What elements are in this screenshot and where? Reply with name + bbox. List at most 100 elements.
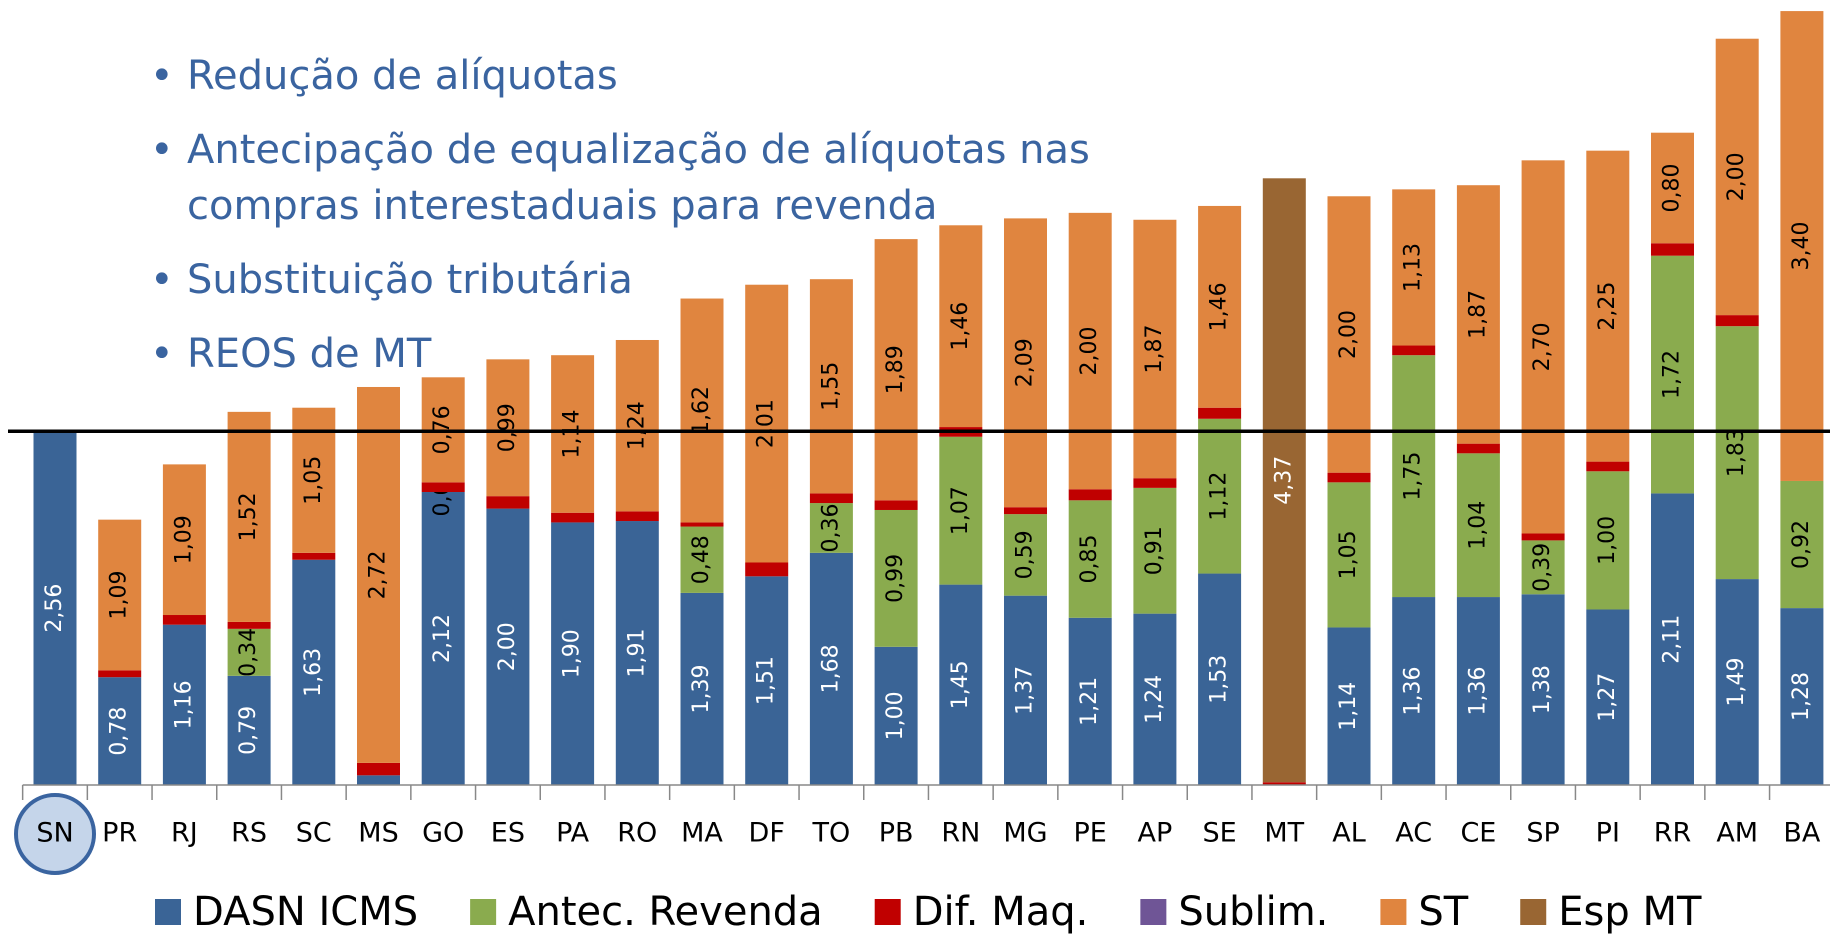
data-label: 0,79 [236, 706, 261, 755]
bar-segment [1651, 243, 1694, 256]
bar-segment [1327, 627, 1371, 785]
bar-segment [98, 677, 142, 785]
data-label: 1,36 [1401, 667, 1426, 716]
bar-segment [1004, 507, 1047, 515]
data-label: 1,51 [754, 656, 779, 705]
legend-label: Esp MT [1558, 889, 1702, 935]
bar-segment [1456, 185, 1500, 444]
data-label: 0,91 [1142, 526, 1167, 575]
legend-label: ST [1418, 889, 1468, 935]
bar-segment [1327, 196, 1371, 473]
bar-segment [486, 508, 530, 785]
bar-segment [1715, 579, 1759, 785]
x-tick-label: PR [102, 818, 137, 849]
data-label: 1,24 [1142, 675, 1167, 724]
bar-segment [745, 576, 789, 785]
data-label: 1,14 [560, 409, 585, 458]
data-label: 1,49 [1724, 658, 1749, 707]
x-tick-label: MT [1264, 818, 1304, 849]
data-label: 0,85 [1077, 535, 1102, 584]
bar-segment [1198, 573, 1242, 785]
bar-segment [1586, 609, 1630, 785]
bar-segment [680, 526, 724, 593]
data-label: 1,12 [1207, 472, 1232, 521]
data-label: 2,70 [1530, 322, 1555, 371]
bullet: Redução de alíquotas [150, 48, 1250, 104]
bar-segment [939, 584, 983, 785]
data-label: 2,12 [430, 614, 455, 663]
legend-label: Dif. Maq. [913, 889, 1089, 935]
legend-swatch [1140, 899, 1167, 925]
x-tick-label: TO [812, 818, 851, 849]
x-tick-label: RS [231, 818, 267, 849]
x-tick-label: AP [1138, 818, 1173, 849]
bar-segment [1068, 489, 1112, 501]
bar-segment [1198, 407, 1242, 419]
bar-segment [1392, 345, 1436, 356]
x-tick-label: AC [1395, 818, 1432, 849]
bar-segment [1456, 443, 1500, 454]
data-label: 2,01 [754, 399, 779, 448]
data-label: 0,34 [236, 628, 261, 677]
bar-segment [227, 675, 271, 785]
data-label: 1,75 [1401, 452, 1426, 501]
data-label: 1,72 [1660, 350, 1685, 399]
data-label: 1,39 [689, 664, 714, 713]
data-label: 0,59 [1013, 530, 1038, 579]
x-tick-label: SN [36, 818, 73, 849]
data-label: 0,80 [1660, 163, 1685, 212]
data-label: 0,36 [818, 503, 843, 552]
data-label: 1,16 [171, 680, 196, 729]
data-label: 1,00 [883, 691, 908, 740]
bar-segment [615, 511, 659, 522]
x-tick-label: AL [1332, 818, 1366, 849]
bar-segment [809, 552, 853, 785]
x-tick-label: AM [1716, 818, 1758, 849]
bar-segment [874, 646, 918, 785]
data-label: 1,90 [560, 629, 585, 678]
bar-segment [486, 496, 530, 509]
bar-segment [939, 436, 983, 585]
legend-swatch [470, 899, 497, 925]
bar-segment [1780, 11, 1824, 481]
x-tick-label: ES [491, 818, 525, 849]
x-tick-label: SP [1526, 818, 1559, 849]
data-label: 1,09 [107, 570, 132, 619]
x-tick-label: PA [556, 818, 590, 849]
bar-segment [809, 493, 853, 504]
bar-segment [1586, 461, 1630, 472]
data-label: 2,11 [1660, 615, 1685, 664]
bar-segment [1780, 608, 1824, 785]
bar-segment [874, 500, 918, 510]
bar-segment [1392, 355, 1436, 598]
x-tick-label: PE [1074, 818, 1107, 849]
bar-segment [1392, 597, 1436, 785]
legend-label: Sublim. [1178, 889, 1328, 935]
bar-segment [162, 624, 206, 785]
x-tick-label: MG [1003, 818, 1047, 849]
bar-segment [1521, 533, 1565, 541]
data-label: 1,52 [236, 492, 261, 541]
data-label: 1,05 [1336, 530, 1361, 579]
bar-segment [1780, 480, 1824, 609]
x-tick-label: RJ [171, 818, 198, 849]
data-label: 1,27 [1595, 673, 1620, 722]
x-tick-label: PI [1596, 818, 1620, 849]
legend-label: DASN ICMS [193, 889, 418, 935]
bar-segment [1327, 472, 1371, 483]
bar-segment [745, 562, 789, 577]
bar-segment [162, 615, 206, 625]
data-label: 0,99 [495, 403, 520, 452]
x-tick-label: SC [296, 818, 332, 849]
bullet: Antecipação de equalização de alíquotas … [150, 122, 1250, 234]
x-tick-label: BA [1783, 818, 1821, 849]
data-label: 2,25 [1595, 282, 1620, 331]
bar-segment [680, 522, 724, 527]
data-label: 0,99 [883, 554, 908, 603]
bar-segment [551, 512, 595, 523]
bar-segment [421, 492, 465, 785]
data-label: 1,14 [1336, 682, 1361, 731]
bar-segment [98, 519, 142, 671]
data-label: 2,72 [366, 550, 391, 599]
